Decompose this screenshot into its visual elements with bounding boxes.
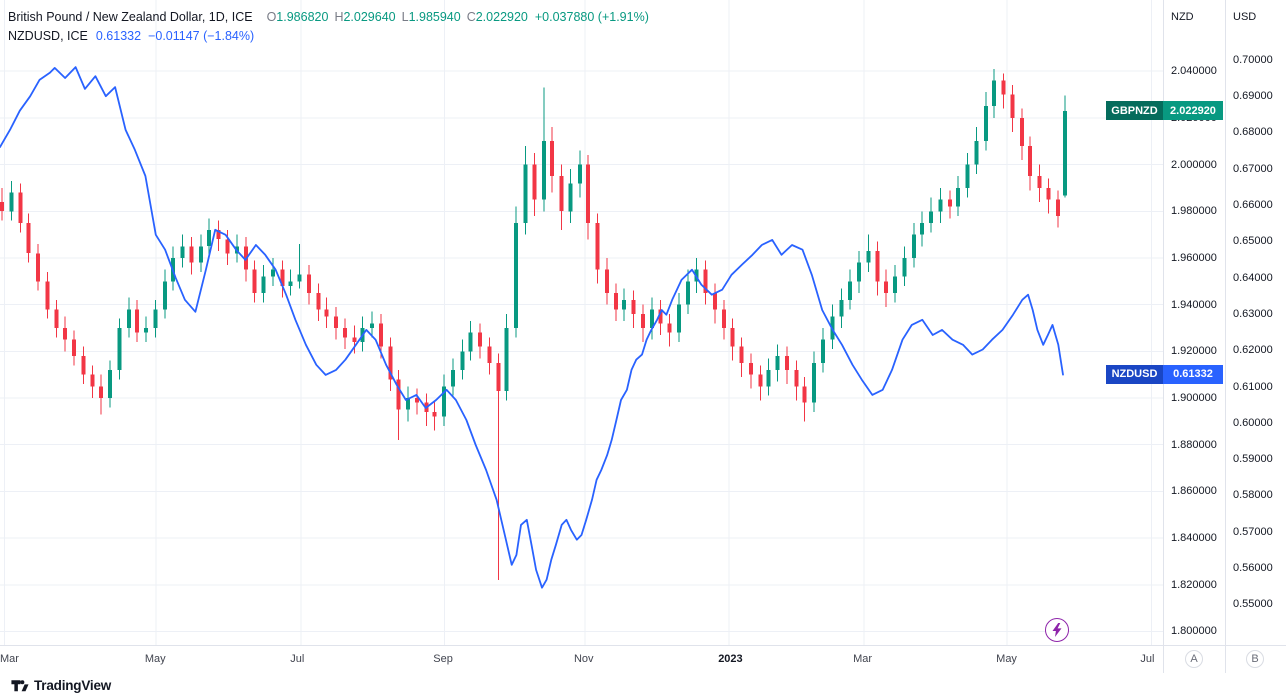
price-tick-label: 1.940000 [1171, 298, 1217, 311]
price-tick-label: 0.68000 [1233, 126, 1273, 139]
time-tick-label: Sep [433, 653, 453, 665]
price-tick-label: 0.58000 [1233, 489, 1273, 502]
price-tick-label: 1.880000 [1171, 438, 1217, 451]
price-tick-label: 0.59000 [1233, 453, 1273, 466]
open-value: 1.986820 [276, 10, 329, 24]
nzdusd-badge-price: 0.61332 [1163, 364, 1223, 384]
axis-separator [1225, 646, 1226, 673]
lightning-action-button[interactable] [1045, 618, 1069, 642]
price-tick-label: 0.64000 [1233, 271, 1273, 284]
price-tick-label: 0.62000 [1233, 344, 1273, 357]
gbpnzd-badge-price: 2.022920 [1163, 101, 1223, 121]
time-tick-label: Nov [573, 653, 594, 665]
tradingview-logo[interactable]: TradingView [10, 676, 111, 695]
high-value: 2.029640 [343, 10, 396, 24]
price-axis-usd-header[interactable]: USD [1233, 11, 1257, 23]
price-tick-label: 0.60000 [1233, 416, 1273, 429]
price-tick-label: 0.56000 [1233, 562, 1273, 575]
price-tick-label: 0.70000 [1233, 53, 1273, 66]
price-tick-label: 0.69000 [1233, 90, 1273, 103]
close-label: C [466, 10, 476, 24]
price-tick-label: 1.840000 [1171, 532, 1217, 545]
change-value-nzdusd: −0.01147 (−1.84%) [148, 29, 255, 43]
price-axis-nzd-header[interactable]: NZD [1171, 11, 1194, 23]
time-tick-label: Mar [0, 653, 19, 665]
price-axis-usd[interactable]: USD 0.70000 0.69000 0.68000 0.67000 0.66000 0… [1225, 0, 1286, 645]
time-axis[interactable]: A B Mar May Jul Sep Nov 2023 Mar May Jul [0, 645, 1286, 673]
price-plot[interactable] [0, 0, 1163, 645]
price-tick-label: 0.57000 [1233, 525, 1273, 538]
chart-pane[interactable]: British Pound / New Zealand Dollar, 1D, … [0, 0, 1163, 645]
price-tick-label: 0.63000 [1233, 307, 1273, 320]
time-tick-label: 2023 [718, 653, 743, 665]
time-tick-label: May [996, 653, 1017, 665]
legend-row-gbpnzd[interactable]: British Pound / New Zealand Dollar, 1D, … [8, 8, 649, 27]
nzdusd-badge-symbol: NZDUSD [1106, 364, 1163, 384]
axis-separator [1163, 646, 1164, 673]
footer: TradingView [0, 672, 1286, 698]
tradingview-logo-icon [11, 680, 29, 692]
high-label: H [334, 10, 344, 24]
symbol-title-nzdusd[interactable]: NZDUSD, ICE [8, 29, 88, 43]
price-tick-label: 2.000000 [1171, 158, 1217, 171]
price-tick-label: 1.800000 [1171, 625, 1217, 638]
price-tick-label: 1.980000 [1171, 205, 1217, 218]
price-tick-label: 1.820000 [1171, 578, 1217, 591]
price-tick-label: 1.920000 [1171, 345, 1217, 358]
price-axis-nzd[interactable]: NZD 2.0400002.0200002.0000001.9800001.96… [1163, 0, 1226, 645]
legend-row-nzdusd[interactable]: NZDUSD, ICE 0.61332 −0.01147 (−1.84%) [8, 27, 649, 46]
price-tick-label: 1.960000 [1171, 251, 1217, 264]
last-value-nzdusd: 0.61332 [95, 29, 142, 43]
gbpnzd-price-badge: GBPNZD 2.022920 [1106, 101, 1223, 121]
low-label: L [401, 10, 409, 24]
price-tick-label: 0.55000 [1233, 598, 1273, 611]
gbpnzd-badge-symbol: GBPNZD [1106, 101, 1163, 121]
price-tick-label: 1.860000 [1171, 485, 1217, 498]
time-tick-label: Jul [290, 653, 305, 665]
tradingview-logo-text: TradingView [34, 678, 112, 693]
time-tick-label: May [144, 653, 166, 665]
symbol-title-gbpnzd[interactable]: British Pound / New Zealand Dollar, 1D, … [8, 10, 253, 24]
time-tick-label: Mar [853, 653, 873, 665]
nzdusd-price-badge: NZDUSD 0.61332 [1106, 364, 1223, 384]
low-value: 1.985940 [408, 10, 461, 24]
price-tick-label: 0.66000 [1233, 199, 1273, 212]
price-tick-label: 0.61000 [1233, 380, 1273, 393]
open-label: O [266, 10, 277, 24]
lightning-icon [1052, 623, 1062, 637]
change-value-gbpnzd: +0.037880 (+1.91%) [534, 10, 649, 24]
price-tick-label: 2.040000 [1171, 65, 1217, 78]
scale-mode-a-button[interactable]: A [1185, 650, 1203, 668]
time-tick-label: Jul [1140, 653, 1155, 665]
close-value: 2.022920 [475, 10, 528, 24]
legend: British Pound / New Zealand Dollar, 1D, … [8, 8, 649, 46]
price-tick-label: 0.67000 [1233, 162, 1273, 175]
price-tick-label: 0.65000 [1233, 235, 1273, 248]
price-tick-label: 1.900000 [1171, 392, 1217, 405]
scale-mode-b-button[interactable]: B [1246, 650, 1264, 668]
